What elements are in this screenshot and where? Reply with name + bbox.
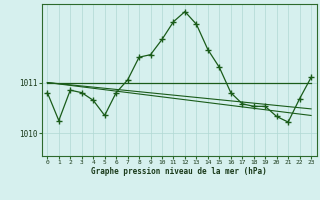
X-axis label: Graphe pression niveau de la mer (hPa): Graphe pression niveau de la mer (hPa) [91, 167, 267, 176]
